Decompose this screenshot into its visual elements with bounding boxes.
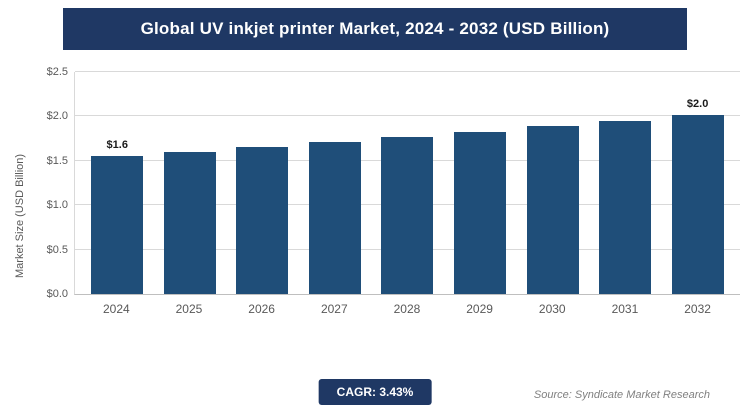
x-tick-label: 2024	[102, 302, 130, 316]
bar-slot: $2.0	[668, 72, 728, 294]
bar-2029	[454, 131, 506, 294]
page-title: Global UV inkjet printer Market, 2024 - …	[140, 19, 610, 38]
y-tick-label: $2.0	[46, 110, 68, 123]
x-tick-label: 2032	[684, 302, 711, 316]
plot-wrap: $1.6 $2.0 2024 2025 2026 2027 2028 2029 2030 203…	[74, 71, 740, 330]
gridline	[75, 115, 740, 117]
bar-2032: $2.0	[671, 98, 724, 294]
x-tick-label: 2031	[611, 302, 639, 316]
x-tick-label: 2026	[248, 302, 275, 316]
y-tick-label: $2.5	[46, 66, 68, 78]
bar-data-label: $1.6	[106, 139, 128, 152]
gridline	[75, 71, 740, 72]
x-tick-label: 2027	[320, 302, 348, 316]
y-tick-label: $1.0	[46, 199, 68, 212]
x-tick-label: 2025	[175, 302, 203, 316]
y-tick-label: $0.5	[46, 243, 68, 256]
y-tick-label: $0.0	[46, 288, 68, 300]
y-axis-ticks: $0.0 $0.5 $1.0 $1.5 $2.0 $2.5	[30, 66, 74, 300]
x-tick-label: 2028	[393, 302, 421, 316]
bar-slot	[377, 72, 437, 294]
bar-data-label: $2.0	[686, 97, 709, 110]
x-tick-label: 2029	[466, 302, 493, 316]
bar-2027	[308, 142, 361, 294]
chart-title-banner: Global UV inkjet printer Market, 2024 - …	[63, 8, 687, 50]
cagr-badge: CAGR: 3.43%	[318, 379, 432, 405]
bar-slot	[305, 72, 365, 294]
bar-2024: $1.6	[91, 139, 144, 294]
bar-chart: Market Size (USD Billion) $0.0 $0.5 $1.0 $1…	[10, 66, 740, 330]
bar-slot: $1.6	[87, 72, 147, 294]
bar-slot	[523, 72, 583, 294]
bar-2025	[163, 151, 216, 294]
x-tick-label: 2030	[538, 302, 566, 316]
x-axis-labels: 2024 2025 2026 2027 2028 2029 2030 2031 2032	[74, 295, 740, 323]
plot-area: $1.6 $2.0	[74, 71, 740, 295]
bar-slot	[160, 72, 220, 294]
bar-2030	[526, 126, 579, 294]
chart-body: $0.0 $0.5 $1.0 $1.5 $2.0 $2.5 $1.6 $2.0 2024 20…	[30, 66, 740, 330]
bar-2031	[599, 120, 652, 294]
bar-2028	[381, 136, 434, 294]
bar-slot	[595, 72, 655, 294]
bars: $1.6 $2.0	[75, 72, 740, 294]
y-tick-label: $1.5	[46, 154, 68, 167]
bar-slot	[232, 72, 292, 294]
bar-slot	[450, 72, 510, 294]
source-text: Source: Syndicate Market Research	[533, 389, 710, 401]
y-axis-title: Market Size (USD Billion)	[14, 153, 26, 279]
bar-2026	[236, 146, 289, 294]
